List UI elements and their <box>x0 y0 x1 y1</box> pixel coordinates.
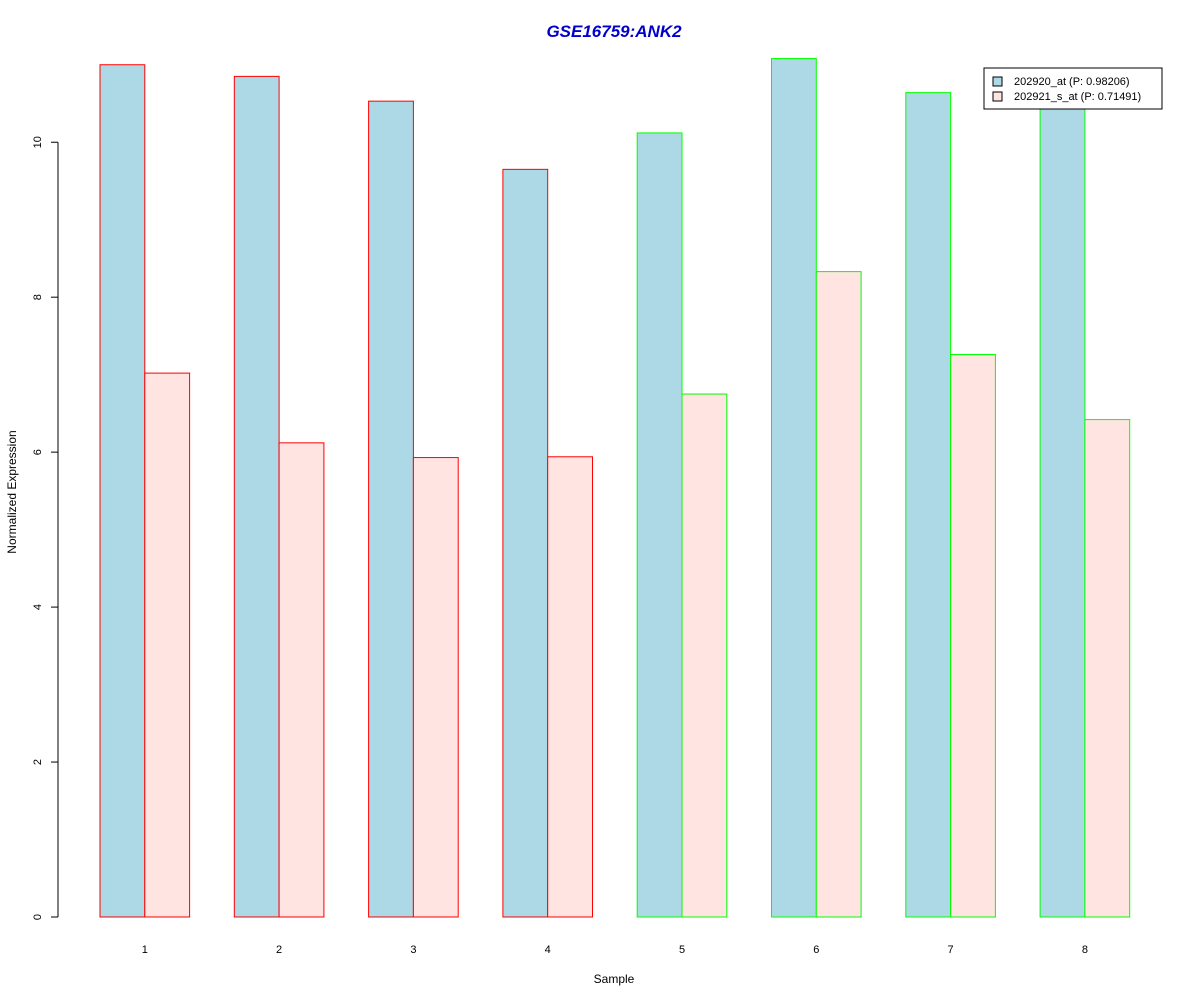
bar-sample-4-series-1 <box>502 168 549 918</box>
y-tick-label: 4 <box>32 604 44 610</box>
y-tick-label: 6 <box>32 449 44 455</box>
bar-sample-2-series-1 <box>233 75 280 918</box>
bar-sample-5-series-1 <box>636 132 683 918</box>
bar-sample-7-series-2 <box>950 354 996 918</box>
bars <box>99 58 1131 918</box>
y-tick-label: 0 <box>32 914 44 920</box>
bar-sample-6-series-1 <box>771 58 817 918</box>
bar-sample-3-series-1 <box>368 100 414 918</box>
bar-sample-1-series-1 <box>99 64 146 918</box>
x-tick-label: 2 <box>276 944 282 956</box>
bar-sample-5-series-2 <box>681 393 728 918</box>
x-tick-label: 7 <box>948 944 954 956</box>
y-axis: 0 2 4 6 8 10 <box>32 136 59 920</box>
bar-sample-3-series-2 <box>412 457 459 918</box>
bar-sample-7-series-1 <box>905 92 952 918</box>
bar-sample-6-series-2 <box>815 271 862 918</box>
x-tick-label: 8 <box>1082 944 1088 956</box>
legend-swatch <box>992 76 1003 87</box>
x-tick-label: 1 <box>142 944 148 956</box>
legend-swatch <box>992 91 1003 102</box>
x-tick-label: 6 <box>813 944 819 956</box>
x-tick-label: 5 <box>679 944 685 956</box>
y-axis-label: Normalized Expression <box>5 430 19 553</box>
x-tick-label: 4 <box>545 944 551 956</box>
legend-label: 202920_at (P: 0.98206) <box>1014 76 1130 88</box>
bar-sample-8-series-2 <box>1084 419 1131 918</box>
bar-sample-4-series-2 <box>547 456 594 918</box>
legend-label: 202921_s_at (P: 0.71491) <box>1014 91 1141 103</box>
y-tick-label: 10 <box>32 136 44 148</box>
bar-sample-2-series-2 <box>278 442 325 918</box>
x-axis-tick-labels: 1 2 3 4 5 6 7 8 <box>142 944 1088 956</box>
bar-sample-1-series-2 <box>144 372 191 918</box>
bar-sample-8-series-1 <box>1039 102 1086 918</box>
y-tick-label: 2 <box>32 759 44 765</box>
x-axis-label: Sample <box>594 972 635 986</box>
x-tick-label: 3 <box>410 944 416 956</box>
chart-title: GSE16759:ANK2 <box>546 22 682 41</box>
legend: 202920_at (P: 0.98206) 202921_s_at (P: 0.… <box>983 67 1163 110</box>
y-tick-label: 8 <box>32 294 44 300</box>
legend-box <box>983 67 1163 110</box>
